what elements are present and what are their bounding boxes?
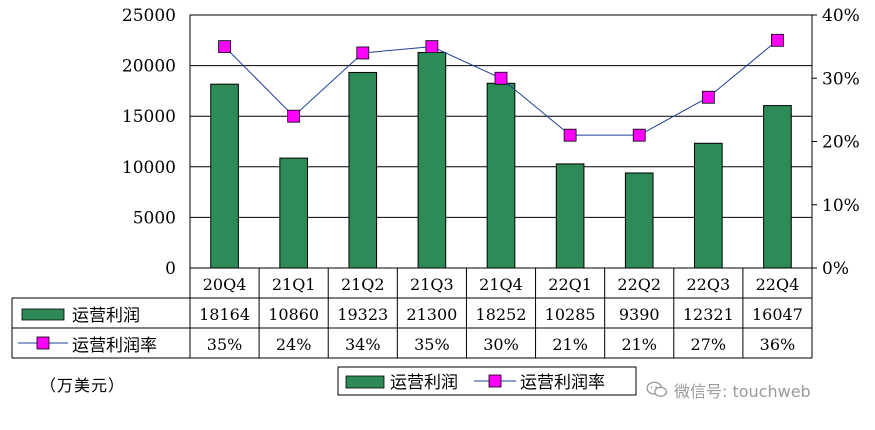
legend-line-label: 运营利润率 (520, 373, 605, 393)
category-label: 20Q4 (203, 275, 247, 294)
y-left-tick-label: 20000 (122, 57, 176, 77)
category-label: 22Q1 (548, 275, 592, 294)
y-left-tick-label: 10000 (122, 158, 176, 178)
line-data-label: 34% (345, 335, 381, 354)
y-right-tick-label: 40% (822, 6, 860, 26)
category-label: 21Q3 (410, 275, 454, 294)
bar (417, 51, 447, 269)
bar (694, 142, 723, 269)
bar (279, 157, 308, 269)
bar (486, 82, 516, 269)
line-marker (425, 40, 439, 54)
bar-data-label: 12321 (683, 305, 734, 324)
y-right-tick-label: 20% (822, 133, 860, 153)
line-marker (771, 33, 784, 47)
line-data-label: 30% (483, 335, 519, 354)
bar-data-label: 16047 (752, 305, 803, 324)
unit-label: （万美元） (40, 376, 126, 395)
bar-data-label: 19323 (337, 305, 388, 324)
category-label: 22Q2 (617, 275, 661, 294)
category-label: 22Q3 (687, 275, 731, 294)
table-marker-key (36, 336, 50, 350)
wechat-icon (646, 381, 668, 397)
line-data-label: 24% (276, 335, 312, 354)
legend-marker-swatch (488, 374, 502, 388)
bar-data-label: 9390 (619, 305, 660, 324)
table-bar-series-name: 运营利润 (72, 306, 140, 326)
line-data-label: 27% (691, 335, 727, 354)
y-right-tick-label: 0% (822, 259, 849, 279)
watermark-text: 微信号: touchweb (674, 382, 811, 401)
line-data-label: 36% (760, 335, 796, 354)
y-left-tick-label: 0 (165, 259, 176, 279)
y-right-tick-label: 10% (822, 196, 860, 216)
bar-data-label: 10860 (268, 305, 319, 324)
line-marker (356, 46, 370, 60)
bar-data-label: 10285 (545, 305, 596, 324)
line-marker (287, 109, 301, 123)
category-label: 21Q4 (479, 275, 523, 294)
line-marker (632, 128, 646, 142)
watermark: 微信号: touchweb (646, 378, 811, 402)
legend-bar-swatch (345, 375, 385, 389)
line-marker (701, 90, 715, 104)
line-data-label: 21% (552, 335, 588, 354)
line-marker (218, 40, 231, 54)
line-marker (494, 71, 508, 85)
table-bar-key (21, 308, 65, 321)
legend-bar-label: 运营利润 (390, 373, 458, 393)
line-data-label: 21% (621, 335, 657, 354)
y-left-tick-label: 15000 (122, 107, 176, 127)
bar (555, 163, 585, 269)
bar (763, 105, 792, 269)
bar-data-label: 18252 (476, 305, 527, 324)
category-label: 22Q4 (756, 275, 800, 294)
bar (624, 172, 654, 269)
bar-data-label: 21300 (406, 305, 457, 324)
bar (210, 83, 239, 269)
y-left-tick-label: 25000 (122, 6, 176, 26)
category-label: 21Q1 (272, 275, 316, 294)
y-right-tick-label: 30% (822, 69, 860, 89)
category-label: 21Q2 (341, 275, 385, 294)
line-data-label: 35% (414, 335, 450, 354)
line-data-label: 35% (207, 335, 243, 354)
line-marker (563, 128, 577, 142)
table-line-series-name: 运营利润率 (72, 336, 157, 356)
bar (348, 71, 378, 269)
y-left-tick-label: 5000 (133, 208, 176, 228)
bar-data-label: 18164 (199, 305, 250, 324)
